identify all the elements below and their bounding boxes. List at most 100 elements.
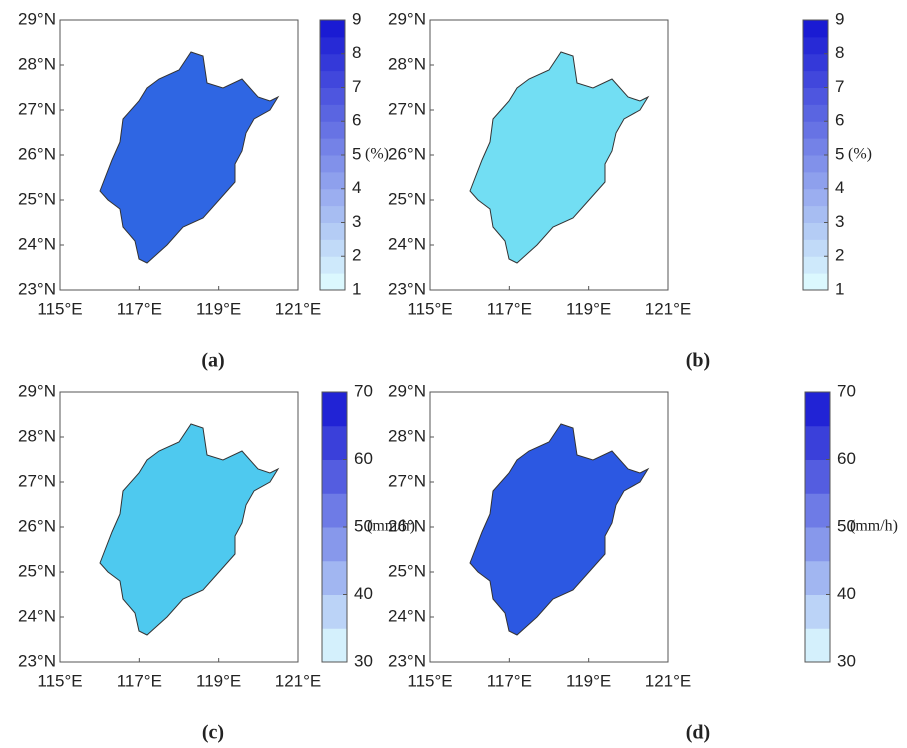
colorbar-band	[320, 256, 345, 274]
x-tick-label: 121°E	[275, 299, 322, 318]
y-tick-label: 26°N	[18, 144, 56, 163]
y-tick-label: 23°N	[388, 279, 426, 298]
y-tick-label: 25°N	[18, 561, 56, 580]
y-tick-label: 29°N	[18, 381, 56, 400]
colorbar-band	[803, 222, 828, 240]
colorbar-band	[803, 239, 828, 257]
x-tick-label: 119°E	[566, 671, 611, 690]
y-tick-label: 26°N	[388, 516, 426, 535]
colorbar-band	[320, 36, 345, 55]
x-tick-label: 115°E	[407, 299, 452, 318]
colorbar-band	[803, 87, 828, 105]
colorbar-tick-label: 3	[835, 212, 844, 231]
colorbar-band	[803, 20, 828, 38]
x-tick-label: 121°E	[275, 671, 322, 690]
colorbar-band	[320, 222, 345, 240]
colorbar-band	[322, 594, 347, 629]
colorbar-tick-label: 30	[354, 651, 373, 670]
colorbar-tick-label: 60	[354, 449, 373, 468]
colorbar-band	[803, 171, 828, 190]
colorbar-band	[805, 459, 830, 494]
colorbar-band	[320, 138, 345, 156]
colorbar-band	[805, 527, 830, 562]
colorbar-tick-label: 1	[835, 279, 844, 298]
colorbar-band	[803, 256, 828, 274]
x-tick-label: 117°E	[117, 671, 162, 690]
colorbar-band	[322, 628, 347, 663]
map-panel: 115°E 117°E 119°E 121°E 23°N 24°N 25°N 26°N 27°N…	[18, 381, 415, 690]
y-tick-label: 24°N	[18, 234, 56, 253]
y-tick-label: 29°N	[388, 381, 426, 400]
y-tick-label: 24°N	[388, 234, 426, 253]
colorbar-band	[805, 493, 830, 528]
y-tick-label: 28°N	[18, 426, 56, 445]
colorbar-tick-label: 2	[835, 246, 844, 265]
colorbar-band	[803, 138, 828, 156]
colorbar-band	[805, 628, 830, 663]
x-tick-label: 117°E	[487, 299, 532, 318]
colorbar-tick-label: 7	[835, 77, 844, 96]
y-tick-label: 28°N	[388, 54, 426, 73]
colorbar-tick-label: 8	[835, 43, 844, 62]
colorbar-tick-label: 40	[354, 584, 373, 603]
colorbar-band	[805, 425, 830, 460]
y-tick-label: 23°N	[18, 279, 56, 298]
y-tick-label: 27°N	[18, 99, 56, 118]
colorbar-unit: (mm/h)	[850, 518, 898, 535]
colorbar-band	[322, 493, 347, 528]
x-tick-label: 117°E	[487, 671, 532, 690]
panel-caption: (d)	[686, 722, 710, 744]
x-tick-label: 121°E	[645, 671, 692, 690]
colorbar-band	[320, 239, 345, 257]
colorbar-band	[320, 205, 345, 223]
y-tick-label: 27°N	[18, 471, 56, 490]
y-tick-label: 26°N	[388, 144, 426, 163]
colorbar-band	[803, 273, 828, 291]
colorbar-band	[322, 560, 347, 595]
x-tick-label: 115°E	[37, 671, 82, 690]
y-tick-label: 24°N	[18, 606, 56, 625]
colorbar-tick-label: 2	[352, 246, 361, 265]
colorbar-unit: (%)	[365, 146, 389, 163]
y-tick-label: 27°N	[388, 471, 426, 490]
map-panel: 115°E 117°E 119°E 121°E 23°N 24°N 25°N 26°N 27°N…	[388, 381, 898, 690]
colorbar-tick-label: 8	[352, 43, 361, 62]
colorbar-band	[803, 205, 828, 223]
x-tick-label: 119°E	[566, 299, 611, 318]
colorbar-tick-label: 5	[352, 144, 361, 163]
region-map	[469, 423, 649, 636]
colorbar-band	[803, 188, 828, 207]
y-tick-label: 23°N	[18, 651, 56, 670]
y-tick-label: 28°N	[388, 426, 426, 445]
x-tick-label: 115°E	[407, 671, 452, 690]
colorbar-band	[320, 53, 345, 72]
map-panel: 115°E 117°E 119°E 121°E 23°N 24°N 25°N 26°N 27°N…	[388, 9, 872, 318]
colorbar-band	[320, 87, 345, 105]
colorbar-tick-label: 5	[835, 144, 844, 163]
x-tick-label: 119°E	[196, 299, 241, 318]
y-tick-label: 29°N	[388, 9, 426, 28]
colorbar-band	[320, 104, 345, 122]
x-tick-label: 115°E	[37, 299, 82, 318]
y-tick-label: 28°N	[18, 54, 56, 73]
colorbar-tick-label: 9	[835, 9, 844, 28]
region-map	[99, 51, 279, 264]
colorbar-band	[320, 273, 345, 291]
colorbar-band	[320, 70, 345, 88]
region-map	[469, 51, 649, 264]
y-tick-label: 23°N	[388, 651, 426, 670]
region-map	[99, 423, 279, 636]
colorbar-tick-label: 6	[352, 111, 361, 130]
colorbar-unit: (mm/h)	[367, 518, 415, 535]
colorbar-band	[322, 527, 347, 562]
colorbar-tick-label: 60	[837, 449, 856, 468]
colorbar-band	[805, 392, 830, 427]
colorbar-tick-label: 70	[837, 381, 856, 400]
colorbar-tick-label: 4	[835, 178, 844, 197]
colorbar-tick-label: 4	[352, 178, 361, 197]
colorbar-band	[320, 171, 345, 190]
y-tick-label: 27°N	[388, 99, 426, 118]
colorbar-band	[320, 121, 345, 139]
y-tick-label: 25°N	[18, 189, 56, 208]
